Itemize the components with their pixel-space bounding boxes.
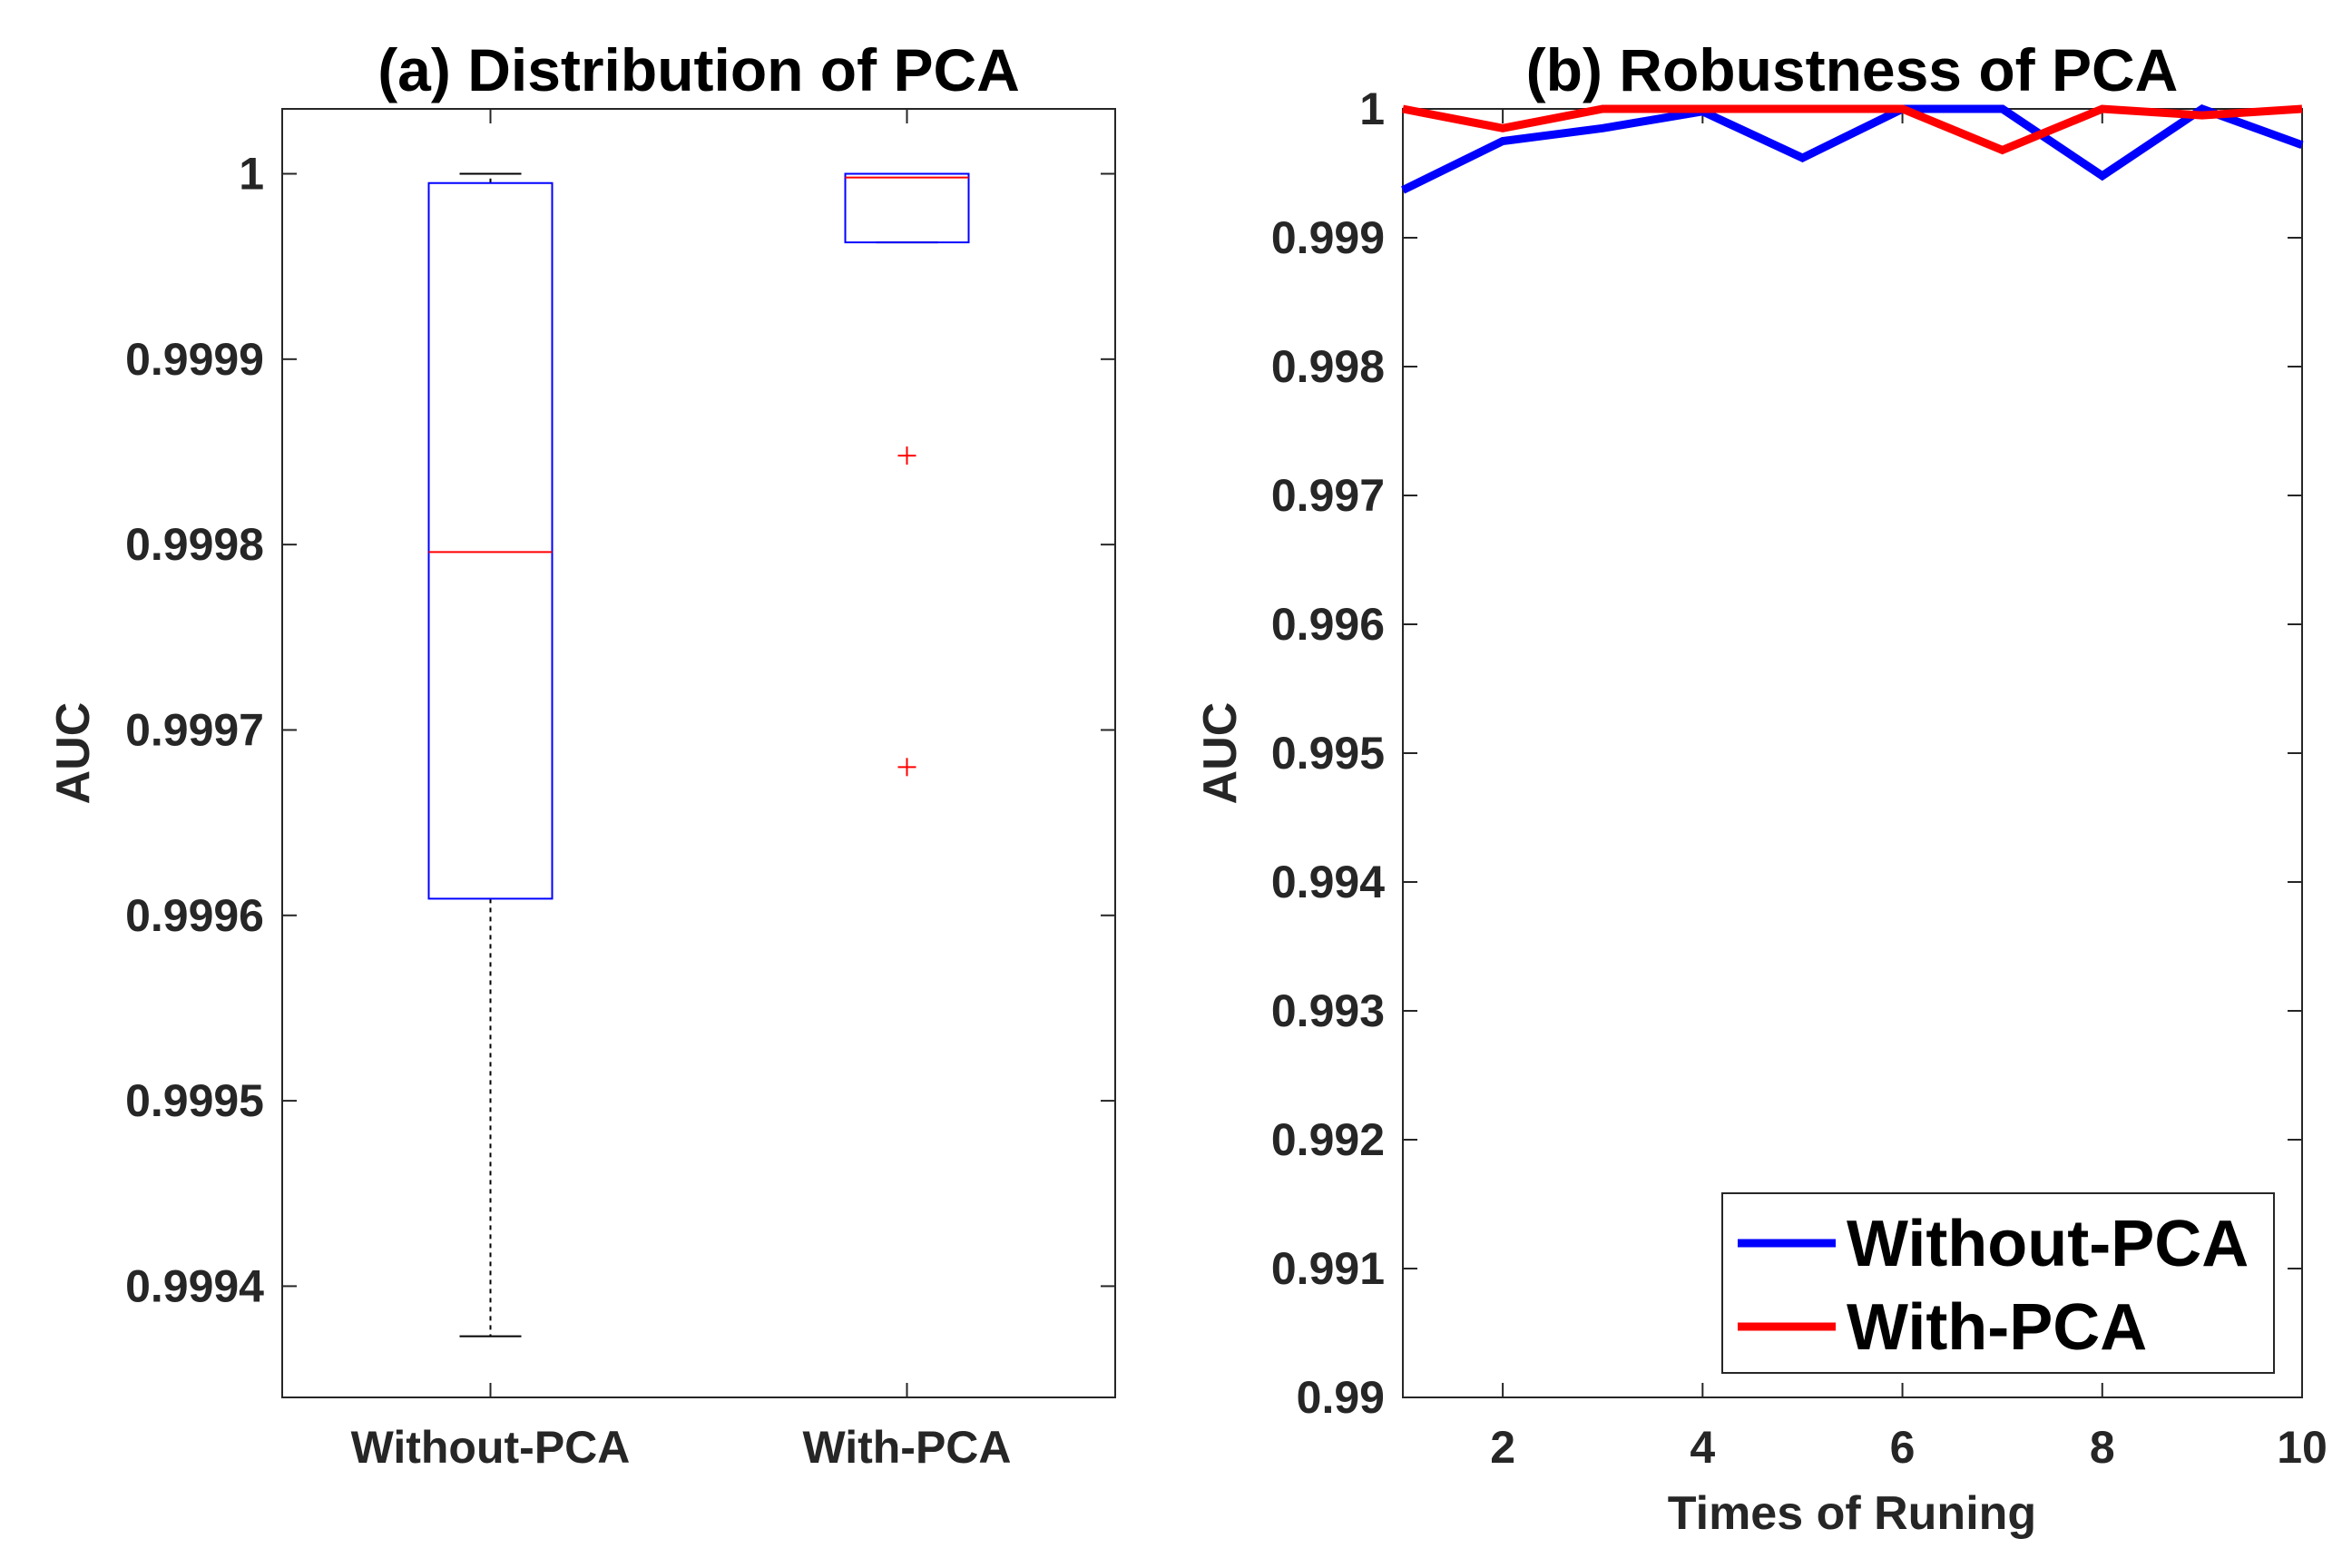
outlier-with-pca (897, 758, 916, 777)
panel-b-x-ticks: 2 4 6 8 10 (1490, 109, 2328, 1473)
panel-b-xtick-label: 8 (2090, 1422, 2115, 1473)
panel-a-ytick-label: 0.9997 (125, 704, 264, 755)
panel-a-title: (a) Distribution of PCA (377, 36, 1020, 103)
panel-b-x-axis-label: Times of Runing (1668, 1487, 2036, 1540)
panel-b-xtick-label: 4 (1690, 1422, 1715, 1473)
panel-b-y-ticks: 0.99 0.991 0.992 0.993 0.994 0.995 0.996 0.997 0… (1271, 83, 2302, 1423)
series-line-without-pca (1401, 103, 2304, 194)
panel-b-axes-box (1402, 108, 2303, 1398)
box-without-pca (427, 181, 554, 900)
panel-b-xtick-label: 10 (2277, 1422, 2328, 1473)
panel-a-boxes (427, 172, 970, 1338)
panel-a-ytick-label: 1 (239, 149, 264, 200)
legend-label-without-pca: Without-PCA (1847, 1208, 2249, 1280)
outlier-with-pca (897, 446, 916, 466)
panel-b-ytick-label: 0.99 (1297, 1372, 1385, 1423)
panel-a-xtick-label: With-PCA (802, 1422, 1011, 1473)
panel-b-ytick-label: 0.992 (1271, 1114, 1385, 1165)
panel-b-lines (1401, 103, 2304, 194)
panel-b-title: (b) Robustness of PCA (1526, 36, 2179, 103)
panel-a-ytick-label: 0.9995 (125, 1075, 264, 1126)
panel-b-robustness: (b) Robustness of PCA AUC Times of Runin… (1194, 36, 2328, 1540)
panel-b-y-axis-label: AUC (1194, 702, 1247, 805)
panel-a-ytick-label: 0.9996 (125, 890, 264, 941)
panel-b-ytick-label: 0.999 (1271, 212, 1385, 263)
series-line-with-pca (1402, 104, 2303, 155)
panel-b-ytick-label: 0.996 (1271, 599, 1385, 650)
panel-a-ytick-label: 0.9998 (125, 519, 264, 570)
panel-a-distribution: (a) Distribution of PCA AUC 0.9994 0.9995… (47, 36, 1116, 1473)
panel-b-ytick-label: 0.998 (1271, 341, 1385, 392)
panel-a-ytick-label: 0.9999 (125, 334, 264, 385)
panel-a-xtick-label: Without-PCA (351, 1422, 631, 1473)
panel-b-ytick-label: 0.997 (1271, 470, 1385, 521)
panel-b-ytick-label: 0.993 (1271, 985, 1385, 1036)
panel-a-ytick-label: 0.9994 (125, 1260, 264, 1311)
panel-b-xtick-label: 6 (1890, 1422, 1916, 1473)
panel-a-axes-box (281, 108, 1116, 1398)
legend-label-with-pca: With-PCA (1847, 1291, 2147, 1364)
panel-a-y-axis-label: AUC (47, 702, 100, 805)
panel-b-xtick-label: 2 (1490, 1422, 1515, 1473)
panel-a-x-ticks: Without-PCA With-PCA (351, 109, 1012, 1473)
box-with-pca (844, 172, 970, 244)
panel-b-ytick-label: 1 (1359, 83, 1385, 134)
panel-b-ytick-label: 0.991 (1271, 1243, 1385, 1294)
panel-b-ytick-label: 0.994 (1271, 857, 1385, 907)
legend: Without-PCA With-PCA (1721, 1192, 2275, 1374)
panel-b-ytick-label: 0.995 (1271, 728, 1385, 779)
panel-a-y-ticks: 0.9994 0.9995 0.9996 0.9997 0.9998 0.9999 1 (125, 149, 1115, 1311)
legend-box (1721, 1192, 2275, 1374)
